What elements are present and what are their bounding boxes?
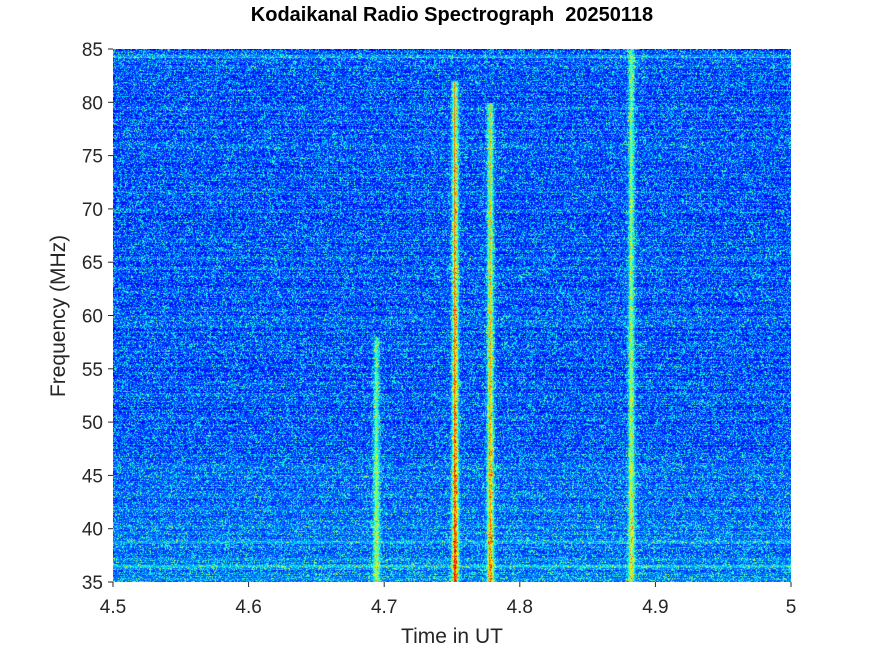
y-tick-label: 35 bbox=[82, 573, 103, 594]
y-tick-label: 60 bbox=[82, 307, 103, 328]
y-tick-label: 80 bbox=[82, 93, 103, 114]
y-tick-label: 75 bbox=[82, 147, 103, 168]
y-tick-label: 40 bbox=[82, 520, 103, 541]
x-tick-label: 4.6 bbox=[235, 597, 261, 618]
y-tick-label: 45 bbox=[82, 466, 103, 487]
x-tick-label: 5 bbox=[786, 597, 797, 618]
x-tick-label: 4.9 bbox=[642, 597, 668, 618]
y-tick-label: 70 bbox=[82, 200, 103, 221]
chart-title: Kodaikanal Radio Spectrograph 20250118 bbox=[250, 4, 654, 26]
y-tick-label: 65 bbox=[82, 253, 103, 274]
y-axis-label: Frequency (MHz) bbox=[47, 235, 70, 397]
x-tick-label: 4.7 bbox=[371, 597, 397, 618]
y-tick-label: 85 bbox=[82, 40, 103, 61]
y-tick-label: 50 bbox=[82, 413, 103, 434]
x-tick-label: 4.5 bbox=[100, 597, 126, 618]
x-axis-label: Time in UT bbox=[401, 625, 503, 648]
heatmap-region bbox=[113, 49, 791, 582]
y-tick-label: 55 bbox=[82, 360, 103, 381]
heatmap-canvas bbox=[113, 49, 791, 582]
x-tick-label: 4.8 bbox=[507, 597, 533, 618]
